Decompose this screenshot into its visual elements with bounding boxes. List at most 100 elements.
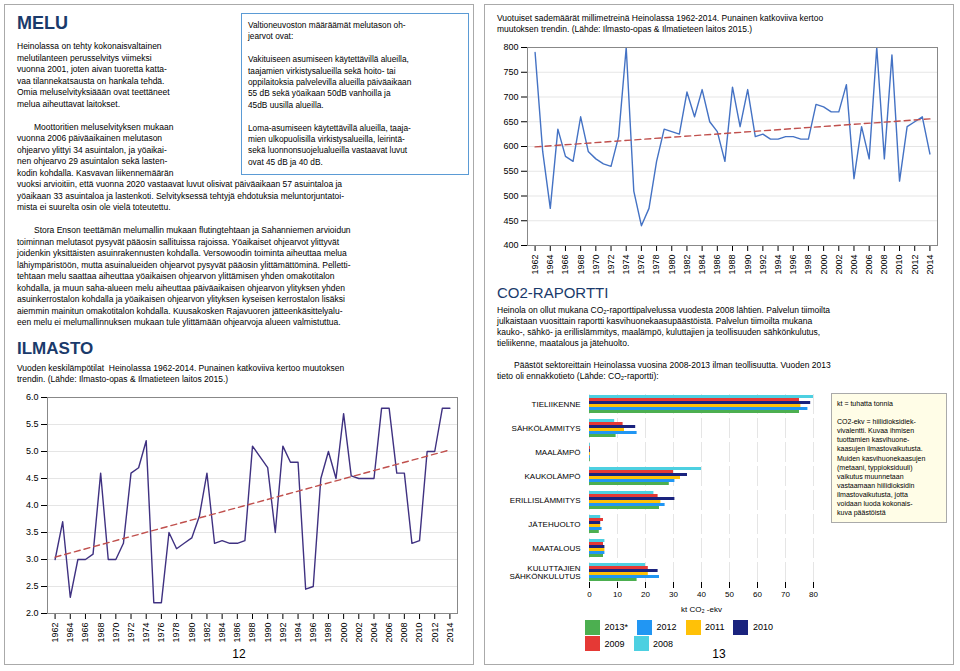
svg-text:2002: 2002 bbox=[834, 255, 844, 275]
svg-text:1978: 1978 bbox=[171, 623, 181, 643]
html-text:kt = tuhatta tonnia ​ CO2-ekv: kt = tuhatta tonnia ​ CO2-ekv = hiilidio… bbox=[837, 400, 926, 517]
svg-text:2014: 2014 bbox=[445, 623, 455, 643]
svg-text:JÄTEHUOLTO: JÄTEHUOLTO bbox=[528, 520, 580, 529]
svg-text:2006: 2006 bbox=[384, 623, 394, 643]
html-text:Vuoden keskilämpötilat Heinola: Vuoden keskilämpötilat Heinolassa 1962-2… bbox=[17, 363, 345, 384]
svg-text:MAALÄMPÖ: MAALÄMPÖ bbox=[535, 448, 580, 457]
svg-text:1976: 1976 bbox=[156, 623, 166, 643]
svg-text:1964: 1964 bbox=[545, 255, 555, 275]
svg-text:60: 60 bbox=[753, 590, 762, 599]
svg-text:1974: 1974 bbox=[141, 623, 151, 643]
html-text:Heinolassa on tehty kokonaisva: Heinolassa on tehty kokonaisvaltainen me… bbox=[17, 41, 351, 327]
svg-text:2010: 2010 bbox=[414, 623, 424, 643]
svg-text:650: 650 bbox=[503, 117, 518, 127]
svg-text:4.5: 4.5 bbox=[26, 473, 39, 483]
svg-text:1968: 1968 bbox=[96, 623, 106, 643]
svg-text:1998: 1998 bbox=[323, 623, 333, 643]
svg-text:2012: 2012 bbox=[910, 255, 920, 275]
svg-text:1988: 1988 bbox=[247, 623, 257, 643]
svg-text:2010: 2010 bbox=[894, 255, 904, 275]
svg-text:1968: 1968 bbox=[576, 255, 586, 275]
svg-text:1962: 1962 bbox=[50, 623, 60, 643]
svg-text:1996: 1996 bbox=[788, 255, 798, 275]
svg-text:1992: 1992 bbox=[758, 255, 768, 275]
svg-text:1998: 1998 bbox=[803, 255, 813, 275]
svg-text:0: 0 bbox=[587, 590, 592, 599]
svg-text:500: 500 bbox=[503, 191, 518, 201]
svg-text:KULUTTAJIENSÄHKÖNKULUTUS: KULUTTAJIENSÄHKÖNKULUTUS bbox=[509, 564, 580, 581]
svg-text:1984: 1984 bbox=[697, 255, 707, 275]
svg-text:1986: 1986 bbox=[712, 255, 722, 275]
svg-text:1964: 1964 bbox=[65, 623, 75, 643]
svg-text:20: 20 bbox=[641, 590, 650, 599]
svg-text:4.0: 4.0 bbox=[26, 500, 39, 510]
svg-text:1980: 1980 bbox=[667, 255, 677, 275]
svg-text:1966: 1966 bbox=[80, 623, 90, 643]
svg-text:1982: 1982 bbox=[202, 623, 212, 643]
svg-text:1962: 1962 bbox=[530, 255, 540, 275]
svg-text:30: 30 bbox=[669, 590, 678, 599]
svg-text:700: 700 bbox=[503, 92, 518, 102]
html-text:MELU: MELU bbox=[17, 13, 68, 33]
html-text:CO2-RAPORTTI: CO2-RAPORTTI bbox=[497, 284, 609, 301]
svg-text:1990: 1990 bbox=[263, 623, 273, 643]
svg-text:TIELIIKENNE: TIELIIKENNE bbox=[532, 400, 581, 409]
svg-text:1982: 1982 bbox=[682, 255, 692, 275]
svg-text:1978: 1978 bbox=[651, 255, 661, 275]
svg-text:2004: 2004 bbox=[849, 255, 859, 275]
svg-text:5.0: 5.0 bbox=[26, 446, 39, 456]
svg-text:2008: 2008 bbox=[399, 623, 409, 643]
svg-text:1990: 1990 bbox=[743, 255, 753, 275]
svg-text:1976: 1976 bbox=[636, 255, 646, 275]
svg-text:450: 450 bbox=[503, 216, 518, 226]
svg-text:1974: 1974 bbox=[621, 255, 631, 275]
svg-text:1986: 1986 bbox=[232, 623, 242, 643]
svg-text:1980: 1980 bbox=[187, 623, 197, 643]
svg-text:2.0: 2.0 bbox=[26, 608, 39, 618]
svg-text:70: 70 bbox=[781, 590, 790, 599]
html-text:ILMASTO: ILMASTO bbox=[17, 339, 94, 358]
html-text:Heinola on ollut mukana CO₂-ra: Heinola on ollut mukana CO₂-raporttipalv… bbox=[497, 305, 831, 381]
svg-text:2000: 2000 bbox=[338, 623, 348, 643]
html-text:Vuotuiset sademäärät millimetr: Vuotuiset sademäärät millimetreinä Heino… bbox=[497, 13, 824, 34]
svg-text:750: 750 bbox=[503, 67, 518, 77]
svg-text:ERILLISLÄMMITYS: ERILLISLÄMMITYS bbox=[510, 496, 581, 505]
svg-text:1992: 1992 bbox=[278, 623, 288, 643]
svg-text:50: 50 bbox=[725, 590, 734, 599]
svg-text:1994: 1994 bbox=[293, 623, 303, 643]
svg-text:2.5: 2.5 bbox=[26, 581, 39, 591]
svg-text:550: 550 bbox=[503, 166, 518, 176]
svg-text:5.5: 5.5 bbox=[26, 419, 39, 429]
svg-text:1996: 1996 bbox=[308, 623, 318, 643]
svg-text:1994: 1994 bbox=[773, 255, 783, 275]
svg-text:1972: 1972 bbox=[126, 623, 136, 643]
svg-text:1984: 1984 bbox=[217, 623, 227, 643]
svg-text:800: 800 bbox=[503, 42, 518, 52]
svg-text:2014: 2014 bbox=[925, 255, 935, 275]
svg-text:2004: 2004 bbox=[369, 623, 379, 643]
svg-text:6.0: 6.0 bbox=[26, 392, 39, 402]
html-text:Valtioneuvoston määräämät melu: Valtioneuvoston määräämät melutason oh- … bbox=[248, 20, 412, 167]
svg-text:KAUKOLÄMPÖ: KAUKOLÄMPÖ bbox=[524, 472, 580, 481]
svg-text:1988: 1988 bbox=[727, 255, 737, 275]
svg-text:2008: 2008 bbox=[879, 255, 889, 275]
svg-text:2000: 2000 bbox=[818, 255, 828, 275]
svg-text:400: 400 bbox=[503, 240, 518, 250]
svg-text:600: 600 bbox=[503, 141, 518, 151]
svg-text:2002: 2002 bbox=[354, 623, 364, 643]
svg-text:3.5: 3.5 bbox=[26, 527, 39, 537]
svg-text:1972: 1972 bbox=[606, 255, 616, 275]
svg-text:10: 10 bbox=[613, 590, 622, 599]
svg-text:MAATALOUS: MAATALOUS bbox=[532, 544, 580, 553]
svg-text:40: 40 bbox=[697, 590, 706, 599]
svg-text:kt CO₂ -ekv: kt CO₂ -ekv bbox=[681, 605, 722, 614]
html-text:12: 12 bbox=[232, 647, 246, 661]
svg-text:1970: 1970 bbox=[591, 255, 601, 275]
svg-text:3.0: 3.0 bbox=[26, 554, 39, 564]
svg-text:2012: 2012 bbox=[430, 623, 440, 643]
svg-text:1966: 1966 bbox=[560, 255, 570, 275]
svg-text:80: 80 bbox=[809, 590, 818, 599]
svg-text:2006: 2006 bbox=[864, 255, 874, 275]
svg-text:1970: 1970 bbox=[111, 623, 121, 643]
svg-text:SÄHKÖLÄMMITYS: SÄHKÖLÄMMITYS bbox=[512, 424, 581, 433]
